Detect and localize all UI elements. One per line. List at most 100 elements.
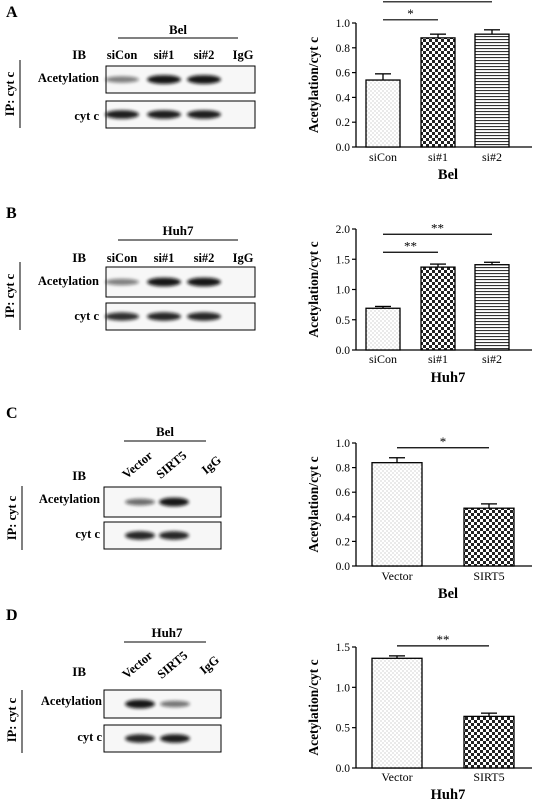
significance-stars: * <box>407 6 414 21</box>
x-axis-label: Huh7 <box>431 370 466 386</box>
panel-b: B Huh7 IB siCon si#1 si#2 IgG IP: cyt c Acetylat… <box>3 205 532 386</box>
x-axis-label: Bel <box>438 586 458 602</box>
y-tick-label: 0.0 <box>336 142 351 154</box>
blot-row-label: cyt c <box>74 109 99 123</box>
bar <box>371 657 423 769</box>
blot-band <box>187 110 221 119</box>
blot-row-label: Acetylation <box>41 694 102 708</box>
blot-band <box>147 110 181 119</box>
lane-label: Vector <box>120 448 156 481</box>
y-axis-label: Acetylation/cyt c <box>306 37 321 133</box>
panel-letter: D <box>6 607 18 624</box>
lane-label: IgG <box>199 453 224 477</box>
ib-label: IB <box>72 47 86 62</box>
y-tick-label: 0.4 <box>336 92 351 104</box>
lane-label: SIRT5 <box>155 648 191 681</box>
bar <box>463 715 515 769</box>
western-blot: Huh7 IB siCon si#1 si#2 IgG IP: cyt c Acetylati… <box>3 223 256 331</box>
x-tick-label: si#1 <box>428 150 448 164</box>
blot-row-label: cyt c <box>74 309 99 323</box>
lane-label: IgG <box>197 653 222 677</box>
significance-stars: ** <box>404 238 417 253</box>
blot-band <box>147 75 181 84</box>
blot-band <box>159 531 189 540</box>
western-blot: Bel IB siCon si#1 si#2 IgG IP: cyt c Acetylatio… <box>3 22 256 129</box>
bar-chart: 0.0 0.5 1.0 1.5 Acetylation/cyt c Vector SIRT5… <box>306 632 532 803</box>
y-tick-label: 1.0 <box>336 438 351 450</box>
y-tick-label: 1.0 <box>336 18 351 30</box>
bar <box>365 307 401 351</box>
lane-label: siCon <box>107 251 138 265</box>
y-tick-label: 0.0 <box>336 763 351 775</box>
blot-group-label: Bel <box>169 22 187 37</box>
ib-label: IB <box>72 250 86 265</box>
bar <box>474 33 510 148</box>
blot-row-label: cyt c <box>75 527 100 541</box>
y-tick-label: 1.0 <box>336 285 351 297</box>
y-tick-label: 0.5 <box>336 723 351 735</box>
y-tick-label: 0.2 <box>336 117 351 129</box>
y-axis-label: Acetylation/cyt c <box>306 659 321 755</box>
blot-band <box>187 75 221 84</box>
panel-letter: A <box>6 4 18 21</box>
blot-band <box>105 312 139 321</box>
blot-row-label: cyt c <box>77 730 102 744</box>
y-tick-label: 0.6 <box>336 487 351 499</box>
blot-band <box>105 110 139 119</box>
y-tick-label: 1.5 <box>336 254 351 266</box>
x-tick-label: si#1 <box>428 352 448 366</box>
ip-label: IP: cyt c <box>3 71 17 116</box>
y-tick-label: 1.5 <box>336 642 351 654</box>
lane-label: SIRT5 <box>154 448 190 481</box>
bar-chart: 0.0 0.2 0.4 0.6 0.8 1.0 Acetylation/cyt c Vecto… <box>306 434 532 602</box>
bar <box>365 79 401 148</box>
lane-label: siCon <box>107 48 138 62</box>
y-tick-label: 0.8 <box>336 43 351 55</box>
x-tick-label: SIRT5 <box>473 569 504 583</box>
y-tick-label: 0.5 <box>336 315 351 327</box>
ip-label: IP: cyt c <box>5 495 19 540</box>
blot-group-label: Huh7 <box>151 625 183 640</box>
y-tick-label: 0.8 <box>336 463 351 475</box>
western-blot: Huh7 IB Vector SIRT5 IgG IP: cyt c Acetylation… <box>5 625 222 753</box>
x-axis-label: Bel <box>438 167 458 183</box>
significance-stars: * <box>440 434 447 449</box>
significance-stars: ** <box>437 632 450 647</box>
y-tick-label: 0.0 <box>336 561 351 573</box>
blot-band <box>125 699 155 709</box>
y-tick-label: 0.0 <box>336 345 351 357</box>
blot-band <box>160 734 190 743</box>
ib-label: IB <box>72 468 86 483</box>
bar-chart: 0.0 0.2 0.4 0.6 0.8 1.0 Acetylation/cyt c siCon… <box>306 0 532 183</box>
x-axis-label: Huh7 <box>431 787 466 803</box>
lane-label: IgG <box>233 48 254 62</box>
x-tick-label: siCon <box>369 352 397 366</box>
lane-label: si#2 <box>194 251 215 265</box>
panel-letter: C <box>6 405 18 422</box>
y-tick-label: 1.0 <box>336 682 351 694</box>
significance-stars: ** <box>431 220 444 235</box>
y-tick-label: 2.0 <box>336 224 351 236</box>
significance-stars: * <box>434 0 441 3</box>
bar <box>420 266 456 351</box>
blot-row-label: Acetylation <box>38 71 99 85</box>
y-tick-label: 0.4 <box>336 512 351 524</box>
y-tick-label: 0.6 <box>336 68 351 80</box>
blot-band <box>159 497 189 507</box>
blot-band <box>187 277 221 287</box>
ip-label: IP: cyt c <box>5 697 19 742</box>
lane-label: IgG <box>233 251 254 265</box>
blot-band <box>160 700 190 708</box>
lane-label: si#2 <box>194 48 215 62</box>
bar-chart: 0.0 0.5 1.0 1.5 2.0 Acetylation/cyt c siCon si#… <box>306 220 532 386</box>
x-tick-label: si#2 <box>482 352 502 366</box>
ib-label: IB <box>72 664 86 679</box>
x-tick-label: Vector <box>381 569 412 583</box>
panel-a: A Bel IB siCon si#1 si#2 IgG IP: cyt c Acetylati… <box>3 0 532 183</box>
blot-group-label: Huh7 <box>162 223 194 238</box>
blot-group-label: Bel <box>156 424 174 439</box>
lane-label: si#1 <box>154 48 175 62</box>
panel-letter: B <box>6 205 17 222</box>
ip-label: IP: cyt c <box>3 273 17 318</box>
